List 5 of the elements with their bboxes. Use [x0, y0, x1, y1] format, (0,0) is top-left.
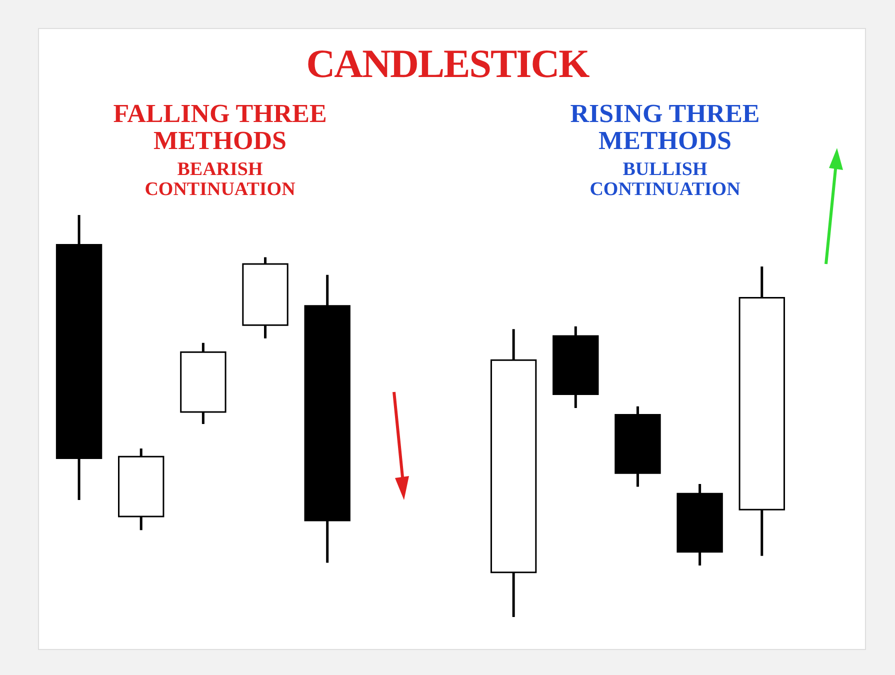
text: BEARISH CONTINUATION [144, 159, 296, 200]
chart-title: CANDLESTICK [305, 40, 590, 87]
text: FALLING THREE METHODS [112, 99, 328, 156]
text: RISING THREE METHODS [569, 99, 761, 156]
text: BULLISH CONTINUATION [588, 159, 742, 200]
